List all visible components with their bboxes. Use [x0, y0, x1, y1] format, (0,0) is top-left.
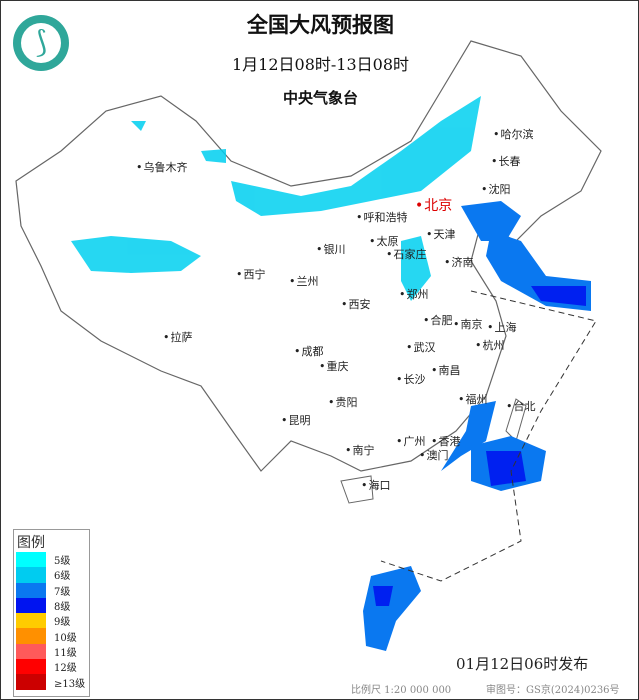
map-scale: 比例尺 1:20 000 000 — [351, 685, 452, 696]
city-label: 香港 — [431, 433, 461, 449]
city-label-capital: 北京 — [415, 195, 452, 215]
legend-label: 11级 — [54, 647, 77, 659]
city-label: 海口 — [361, 477, 391, 493]
city-label: 昆明 — [281, 412, 311, 428]
legend-label: 10级 — [54, 632, 77, 644]
legend-item: 10级 — [14, 628, 89, 644]
cma-logo: ⟆ — [13, 15, 69, 71]
city-label: 合肥 — [423, 312, 453, 328]
city-label: 郑州 — [399, 286, 429, 302]
city-label: 广州 — [396, 433, 426, 449]
legend-label: 6级 — [54, 571, 71, 583]
city-label: 乌鲁木齐 — [136, 159, 188, 175]
city-label: 太原 — [369, 233, 399, 249]
city-label: 贵阳 — [328, 394, 358, 410]
legend-swatch — [16, 567, 46, 583]
agency: 中央气象台 — [282, 89, 358, 107]
legend-item: 11级 — [14, 643, 89, 660]
city-label: 上海 — [487, 319, 517, 335]
legend-label: ≥13级 — [54, 678, 86, 690]
legend-swatch — [16, 613, 46, 629]
legend-label: 7级 — [54, 586, 71, 598]
city-label: 福州 — [458, 391, 488, 407]
legend-label: 9级 — [54, 617, 71, 629]
city-label: 拉萨 — [163, 329, 193, 345]
maritime-boundary — [380, 290, 597, 582]
city-label: 重庆 — [319, 358, 349, 374]
wind-level-7-8-areas — [363, 201, 591, 651]
forecast-period: 1月12日08时-13日08时 — [231, 55, 410, 74]
legend-item: 8级 — [14, 597, 89, 614]
legend-item: 12级 — [14, 659, 89, 675]
legend-swatch — [16, 674, 46, 690]
city-label: 长春 — [491, 153, 521, 169]
city-label: 兰州 — [289, 273, 319, 289]
city-label: 南京 — [453, 316, 483, 332]
city-label: 西宁 — [236, 266, 266, 282]
review-number: 审图号：GS京(2024)0236号 — [486, 685, 620, 696]
city-label: 长沙 — [396, 371, 426, 387]
city-label: 杭州 — [475, 337, 505, 353]
city-label: 沈阳 — [481, 181, 511, 197]
legend-item: ≥13级 — [14, 674, 89, 690]
legend-swatch — [16, 643, 46, 660]
legend-swatch — [16, 552, 46, 568]
legend-item: 5级 — [14, 552, 89, 568]
map-title: 全国大风预报图 — [247, 12, 394, 37]
legend-swatch — [16, 582, 46, 598]
city-label: 济南 — [444, 254, 474, 270]
legend-item: 6级 — [14, 567, 89, 583]
legend-label: 5级 — [54, 556, 71, 568]
city-label: 澳门 — [419, 447, 449, 463]
city-label: 南昌 — [431, 362, 461, 378]
city-label: 石家庄 — [386, 246, 427, 262]
city-label: 武汉 — [406, 339, 436, 355]
city-label: 成都 — [294, 343, 324, 359]
legend-swatch — [16, 597, 46, 614]
legend: 图例 5级 6级 7级 8级 9级 10级 11级 12级 ≥13级 — [13, 529, 90, 697]
legend-label: 8级 — [54, 602, 71, 614]
city-label: 哈尔滨 — [493, 126, 534, 142]
city-label: 呼和浩特 — [356, 209, 408, 225]
publish-time: 01月12日06时发布 — [456, 655, 589, 673]
legend-swatch — [16, 659, 46, 675]
city-label: 银川 — [316, 241, 346, 257]
city-label: 天津 — [426, 226, 456, 242]
legend-item: 7级 — [14, 582, 89, 598]
city-label: 南宁 — [345, 442, 375, 458]
city-label: 台北 — [506, 398, 536, 414]
legend-item: 9级 — [14, 613, 89, 629]
legend-label: 12级 — [54, 663, 77, 675]
legend-title: 图例 — [17, 535, 45, 551]
city-label: 西安 — [341, 296, 371, 312]
legend-swatch — [16, 628, 46, 644]
